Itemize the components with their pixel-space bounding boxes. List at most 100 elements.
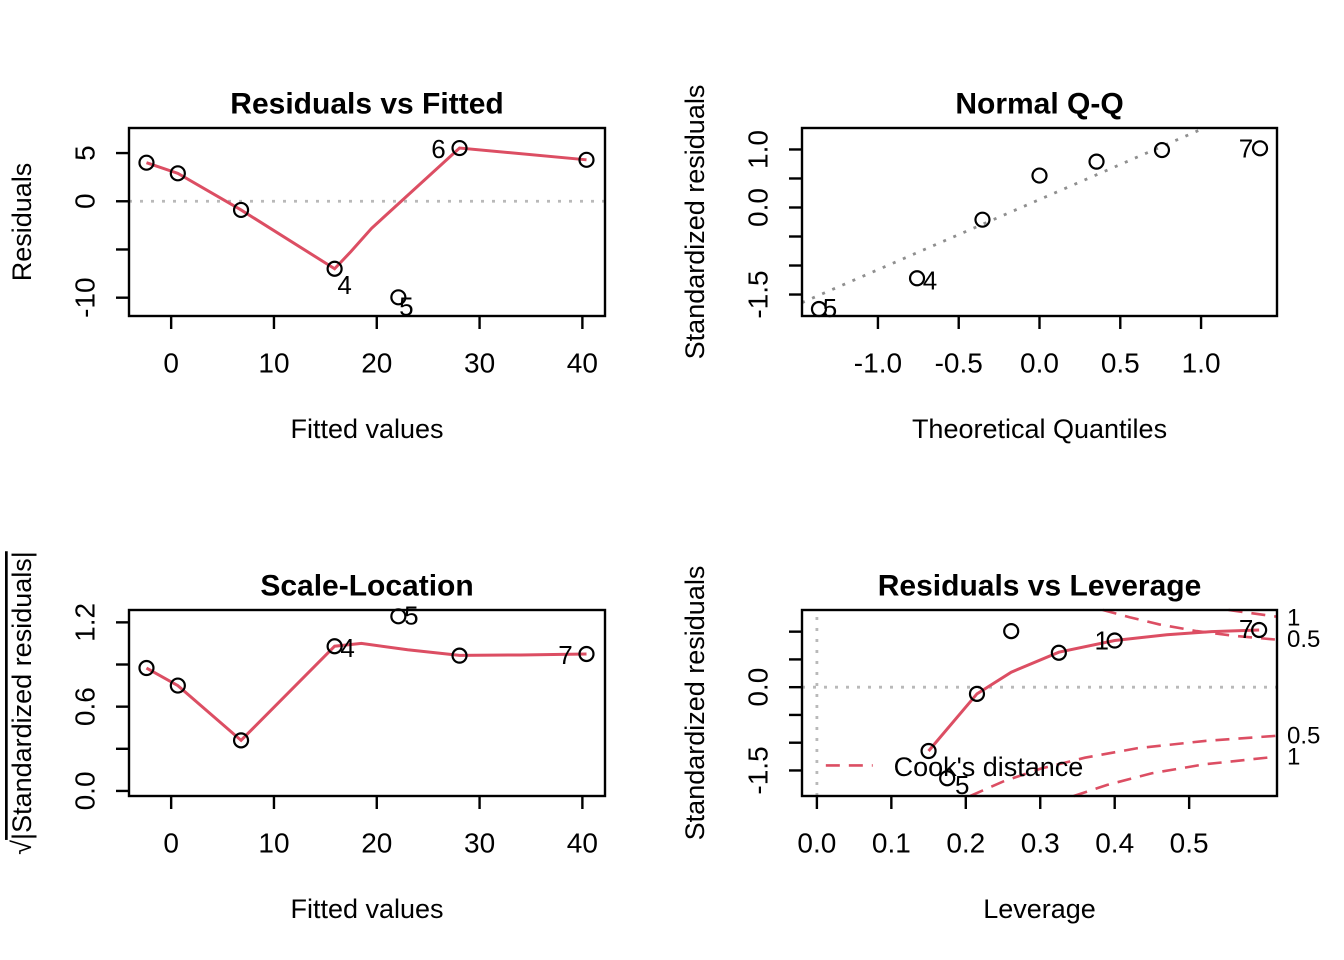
point-label-7: 7 <box>1239 133 1253 163</box>
x-axis-title: Fitted values <box>290 894 443 924</box>
data-point <box>390 289 407 306</box>
cooks-distance-legend-text: Cook's distance <box>894 752 1084 782</box>
x-tick-label: 20 <box>361 828 392 859</box>
data-point <box>1251 140 1269 157</box>
y-tick-label: -1.5 <box>743 270 774 318</box>
panel-title-normal-qq: Normal Q-Q <box>955 88 1123 121</box>
x-tick-label: 40 <box>567 348 598 379</box>
y-tick-label: 0 <box>70 193 101 209</box>
x-tick-label: 1.0 <box>1182 348 1221 379</box>
panel-title-scale-location: Scale-Location <box>260 570 473 603</box>
data-point <box>451 647 468 664</box>
x-tick-label: 30 <box>464 828 495 859</box>
x-tick-label: 40 <box>567 828 598 859</box>
y-tick-label: 0.0 <box>743 668 774 707</box>
cooks-contour-label: 1 <box>1287 604 1300 631</box>
smooth-line <box>145 146 587 271</box>
data-point <box>1088 153 1105 170</box>
point-label-4: 4 <box>923 265 937 295</box>
scale-location-plot-box <box>127 608 607 798</box>
data-point <box>326 638 343 655</box>
x-tick-label: 0.5 <box>1101 348 1140 379</box>
point-label-4: 4 <box>337 270 351 300</box>
y-axis-title: Standardized residuals <box>680 85 710 360</box>
panel-title-residuals-vs-fitted: Residuals vs Fitted <box>230 88 503 121</box>
data-point <box>578 151 595 168</box>
x-tick-label: 30 <box>464 348 495 379</box>
y-axis-title: √|Standardized residuals| <box>7 551 37 855</box>
cooks-contour-lower-05 <box>969 734 1278 798</box>
data-point <box>138 154 155 171</box>
data-point <box>1251 621 1268 639</box>
x-tick-label: 20 <box>361 348 392 379</box>
cooks-contour-label: 0.5 <box>1287 723 1320 750</box>
x-tick-label: 10 <box>258 828 289 859</box>
data-point <box>232 732 250 749</box>
cooks-contour-lower-1 <box>1073 755 1278 798</box>
data-point <box>920 742 937 760</box>
data-point <box>1106 632 1123 649</box>
data-point <box>326 260 343 277</box>
data-point <box>232 201 250 219</box>
x-tick-label: -0.5 <box>935 348 983 379</box>
x-axis-title: Theoretical Quantiles <box>912 414 1167 444</box>
x-tick-label: 0.0 <box>1020 348 1059 379</box>
x-axis-title: Leverage <box>983 894 1096 924</box>
qq-reference-line <box>801 126 1205 304</box>
x-tick-label: 0.2 <box>946 828 985 859</box>
y-tick-label: -1.5 <box>743 746 774 794</box>
data-point <box>1153 141 1171 159</box>
x-tick-label: 0.4 <box>1095 828 1134 859</box>
point-label-5: 5 <box>955 770 969 800</box>
point-label-5: 5 <box>823 293 837 323</box>
data-point <box>1031 167 1048 184</box>
y-tick-label: 1.2 <box>70 603 101 642</box>
y-axis-title: Residuals <box>7 163 37 282</box>
point-label-5: 5 <box>404 600 418 630</box>
y-axis-title: Standardized residuals <box>680 566 710 841</box>
x-axis-title: Fitted values <box>290 414 443 444</box>
point-label-1: 1 <box>1094 626 1108 656</box>
cooks-contour-label: 1 <box>1287 744 1300 771</box>
data-point <box>451 139 468 157</box>
x-tick-label: 0.1 <box>872 828 911 859</box>
data-point <box>169 677 186 694</box>
data-point <box>939 770 956 787</box>
x-tick-label: 0 <box>163 828 179 859</box>
data-point <box>169 165 186 182</box>
x-tick-label: 0 <box>163 348 179 379</box>
y-tick-label: 0.0 <box>70 771 101 810</box>
point-label-5: 5 <box>399 291 413 321</box>
y-tick-label: -10 <box>70 277 101 317</box>
y-tick-label: 0.6 <box>70 687 101 726</box>
panel-title-residuals-vs-leverage: Residuals vs Leverage <box>878 570 1202 603</box>
point-label-4: 4 <box>340 633 354 663</box>
point-label-7: 7 <box>1239 614 1253 644</box>
residuals-vs-fitted-plot-box <box>127 126 607 318</box>
data-point <box>138 659 155 677</box>
data-point <box>578 645 595 663</box>
data-point <box>974 211 991 228</box>
x-tick-label: -1.0 <box>854 348 902 379</box>
data-point <box>1050 644 1067 661</box>
data-point <box>1003 622 1020 640</box>
point-label-7: 7 <box>558 640 572 670</box>
point-label-6: 6 <box>431 134 445 164</box>
y-tick-label: 1.0 <box>743 130 774 169</box>
y-tick-label: 0.0 <box>743 188 774 227</box>
data-point <box>908 270 926 287</box>
data-point <box>810 300 828 318</box>
cooks-contour-label: 0.5 <box>1287 626 1320 653</box>
data-point <box>390 608 407 625</box>
smooth-line <box>145 641 587 743</box>
cooks-contour-upper-05 <box>1102 608 1278 641</box>
data-point <box>968 685 986 702</box>
y-tick-label: 5 <box>70 145 101 161</box>
x-tick-label: 0.3 <box>1021 828 1060 859</box>
x-tick-label: 10 <box>258 348 289 379</box>
x-tick-label: 0.5 <box>1170 828 1209 859</box>
x-tick-label: 0.0 <box>797 828 836 859</box>
